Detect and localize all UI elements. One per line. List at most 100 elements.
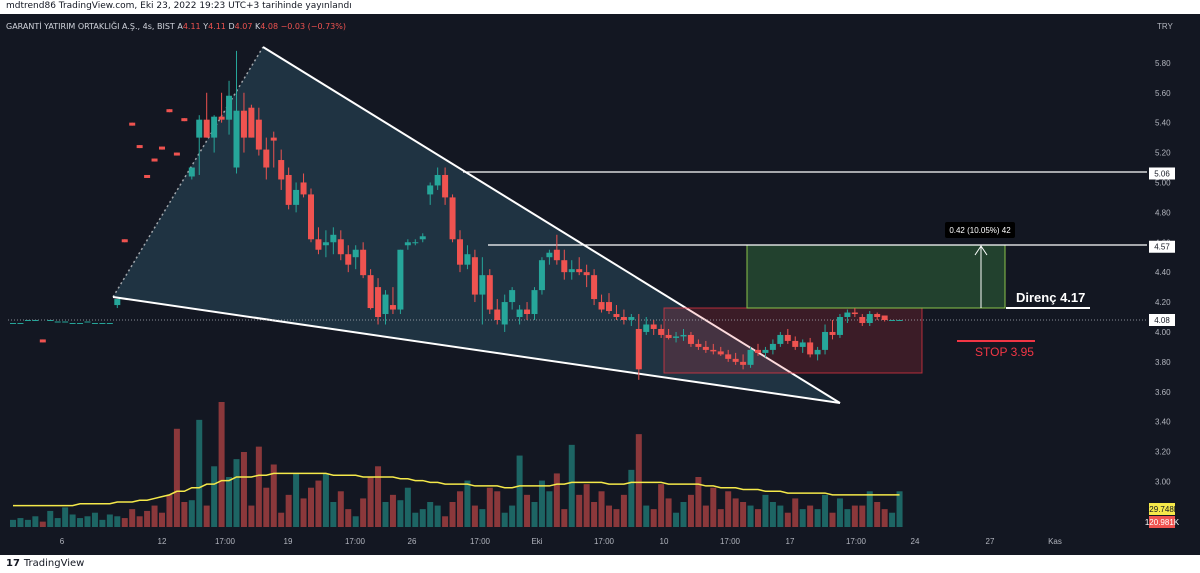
candle-body <box>39 339 46 343</box>
candle-body <box>99 322 106 324</box>
volume-bar <box>24 519 31 527</box>
tradingview-logo-text: TradingView <box>23 558 85 569</box>
volume-bar <box>687 494 694 527</box>
falling-wedge-area <box>113 47 840 403</box>
candle-body <box>360 249 367 276</box>
volume-bar <box>240 452 247 527</box>
y-tick-label: 5.20 <box>1155 149 1171 158</box>
volume-bar <box>598 491 605 527</box>
volume-bar <box>203 505 210 527</box>
volume-bar <box>479 509 486 527</box>
volume-bar <box>367 477 374 527</box>
candle-body <box>784 334 791 341</box>
volume-bar <box>606 505 612 527</box>
target-zone[interactable] <box>746 244 1006 309</box>
candle-body <box>591 275 598 300</box>
volume-bar <box>255 446 262 527</box>
volume-bar <box>10 519 16 527</box>
candle-body <box>412 242 419 244</box>
candle-body <box>352 249 359 258</box>
x-tick-label: 17:00 <box>720 537 741 546</box>
x-tick-label: 12 <box>158 537 167 546</box>
wedge-upper-line[interactable] <box>262 46 841 404</box>
candle-body <box>121 239 128 243</box>
candle-body <box>330 234 337 243</box>
price-badge-506: 5.06 <box>1154 169 1170 178</box>
candle-body <box>77 322 84 324</box>
volume-bar <box>516 455 523 527</box>
volume-bar <box>613 509 620 527</box>
volume-bar <box>702 505 709 527</box>
volume-bar <box>628 469 635 527</box>
candle-body <box>270 137 277 141</box>
volume-ma-line <box>13 472 900 507</box>
volume-bar <box>836 498 843 527</box>
candle-body <box>47 320 54 321</box>
candle-body <box>240 110 247 138</box>
change-value: −0.03 (−0.73%) <box>281 22 346 31</box>
volume-bar <box>151 505 158 527</box>
candle-body <box>308 194 314 240</box>
y-tick-label: 4.00 <box>1155 328 1171 337</box>
volume-bar <box>136 516 143 527</box>
volume-bar <box>471 505 478 527</box>
candle-body <box>144 174 151 178</box>
volume-bar <box>792 498 799 527</box>
volume-bar <box>740 502 747 527</box>
open-label: A <box>177 22 183 31</box>
candle-body <box>337 239 344 255</box>
volume-bar <box>859 505 866 527</box>
volume-bar <box>360 498 367 527</box>
volume-bar <box>866 491 873 527</box>
volume-bar <box>717 509 724 527</box>
wedge-lower-line[interactable] <box>112 296 841 404</box>
candle-body <box>807 342 814 355</box>
measure-label-box <box>945 222 1015 238</box>
candle-body <box>248 107 255 138</box>
tradingview-logo[interactable]: 17 TradingView <box>6 558 84 569</box>
candle-body <box>702 346 709 350</box>
volume-bar <box>769 502 776 527</box>
stop-zone[interactable] <box>663 307 923 374</box>
candle-body <box>650 324 657 329</box>
candle-body <box>69 322 76 324</box>
candle-body <box>732 358 739 362</box>
volume-bar <box>807 505 814 527</box>
volume-bar <box>591 502 598 527</box>
volume-bar <box>270 464 277 527</box>
candle-body <box>829 331 836 335</box>
volume-bar <box>844 509 851 527</box>
candle-body <box>457 239 463 265</box>
candle-body <box>777 334 784 344</box>
candle-body <box>434 174 441 186</box>
y-tick-label: 4.40 <box>1155 268 1171 277</box>
candle-body <box>54 321 61 323</box>
candle-body <box>159 146 165 150</box>
volume-bar <box>829 512 836 527</box>
candle-body <box>658 328 665 335</box>
candle-body <box>129 122 136 126</box>
volume-bar <box>457 491 463 527</box>
candle-body <box>844 312 851 318</box>
y-tick-label: 3.40 <box>1155 418 1171 427</box>
volume-bar <box>382 502 389 527</box>
wedge-left-edge <box>112 46 264 298</box>
attribution-bar: mdtrend86 TradingView.com, Eki 23, 2022 … <box>0 0 1200 14</box>
volume-bar <box>650 509 657 527</box>
candle-body <box>233 110 240 168</box>
resistance-annotation: Direnç 4.17 <box>1016 290 1085 305</box>
volume-bar <box>524 494 531 527</box>
high-label: Y <box>202 22 208 31</box>
candle-body <box>687 334 694 344</box>
candle-body <box>106 322 113 324</box>
volume-bar <box>561 509 568 527</box>
volume-bar <box>375 466 382 527</box>
candle-body <box>62 321 69 323</box>
candle-body <box>881 315 888 320</box>
x-tick-label: 17:00 <box>470 537 491 546</box>
low-label: D <box>228 22 234 31</box>
y-tick-label: 3.20 <box>1155 448 1171 457</box>
measure-label: 0.42 (10.05%) 42 <box>949 226 1011 235</box>
candle-body <box>665 334 672 338</box>
